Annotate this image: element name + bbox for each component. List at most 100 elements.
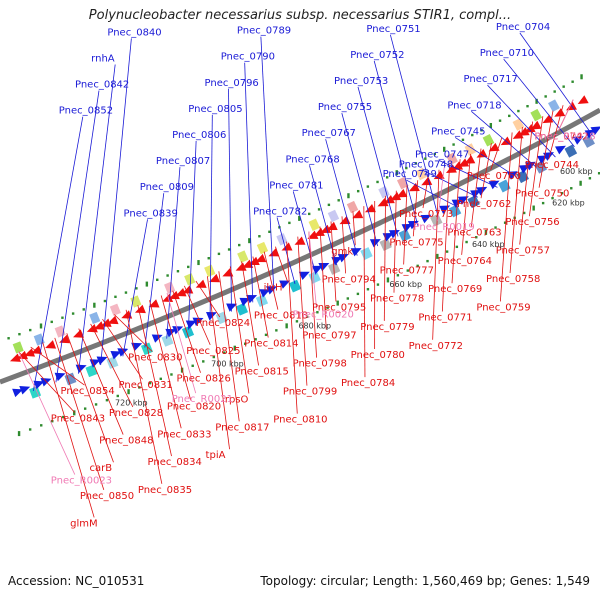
- forward-gene: [337, 254, 349, 263]
- reverse-gene-block: [346, 200, 359, 214]
- forward-gene: [279, 280, 291, 289]
- outer-tick: [465, 240, 468, 244]
- forward-gene-block: [161, 334, 174, 347]
- outer-tick: [170, 373, 173, 376]
- forward-gene-label: Pnec_0842: [75, 80, 129, 91]
- reverse-gene-label: tpiA: [206, 450, 226, 461]
- leader-line: [437, 167, 445, 222]
- inner-tick: [248, 238, 251, 244]
- reverse-gene: [476, 149, 488, 158]
- reverse-gene-label: Pnec_0820: [167, 401, 221, 412]
- reverse-gene-label: Pnec_0797: [302, 331, 356, 342]
- reverse-gene-block: [308, 218, 320, 231]
- forward-gene: [12, 388, 24, 398]
- forward-gene-label: Pnec_0781: [269, 180, 323, 191]
- outer-tick: [116, 394, 119, 398]
- outer-tick: [532, 205, 535, 211]
- leader-line: [390, 34, 439, 218]
- inner-tick: [526, 104, 529, 108]
- reverse-gene-block: [89, 311, 101, 325]
- reverse-gene-block: [512, 118, 525, 131]
- forward-gene-label: Pnec_0748: [399, 159, 453, 170]
- kbp-label: 620 kbp: [552, 199, 585, 208]
- leader-line: [441, 164, 450, 312]
- outer-tick: [51, 419, 54, 423]
- leader-line: [363, 206, 366, 378]
- outer-tick: [127, 389, 130, 395]
- leader-line: [172, 290, 201, 373]
- reverse-gene: [100, 318, 112, 327]
- inner-tick: [414, 162, 418, 165]
- reverse-gene: [518, 127, 530, 136]
- forward-gene-block: [534, 160, 548, 174]
- reverse-gene: [488, 142, 500, 152]
- reverse-gene-block: [530, 108, 543, 122]
- outer-tick: [28, 428, 32, 431]
- outer-tick: [285, 323, 288, 329]
- leader-line: [503, 58, 575, 148]
- outer-tick: [244, 342, 247, 345]
- reverse-gene-label: Pnec_0795: [312, 302, 366, 313]
- inner-tick: [553, 90, 556, 93]
- rna-gene-label: Pnec_R0021: [172, 394, 233, 405]
- leader-line: [55, 90, 100, 383]
- inner-tick: [356, 189, 360, 193]
- outer-tick: [73, 410, 76, 416]
- forward-gene: [19, 386, 31, 395]
- forward-gene: [476, 186, 488, 196]
- forward-gene-block: [140, 342, 154, 356]
- forward-gene-label: Pnec_0753: [334, 76, 388, 87]
- outer-tick: [254, 338, 257, 341]
- reverse-gene-label: Pnec_0814: [244, 339, 298, 350]
- kbp-label: 600 kbp: [560, 167, 593, 176]
- forward-gene-label: Pnec_0704: [496, 22, 550, 33]
- forward-gene: [488, 180, 500, 190]
- reverse-gene-label: Pnec_0744: [525, 160, 579, 171]
- inner-tick: [337, 199, 340, 202]
- outer-tick: [212, 355, 216, 359]
- outer-tick: [494, 226, 497, 229]
- forward-gene-label: Pnec_0807: [156, 156, 210, 167]
- forward-gene-label: Pnec_0752: [350, 50, 404, 61]
- forward-gene-label: Pnec_0751: [366, 24, 420, 35]
- reverse-gene-label: Pnec_0742: [534, 132, 588, 143]
- forward-gene-block: [85, 364, 98, 378]
- forward-gene-block: [235, 302, 249, 316]
- leader-line: [149, 300, 182, 429]
- forward-gene-block: [448, 204, 462, 218]
- leader-line: [325, 139, 358, 256]
- kbp-label: 660 kbp: [389, 280, 422, 289]
- gene-labels: Pnec_0704 Pnec_0710 Pnec_0717 Pnec_0718 Pnec…: [51, 22, 596, 529]
- reverse-gene-block: [378, 185, 390, 199]
- reverse-gene-label: Pnec_0758: [486, 274, 540, 285]
- reverse-gene: [326, 221, 338, 231]
- inner-tick: [135, 287, 138, 290]
- forward-gene: [457, 196, 469, 205]
- reverse-gene-label: rpsO: [225, 394, 249, 405]
- leader-line: [403, 185, 408, 265]
- inner-tick: [217, 252, 221, 256]
- reverse-gene: [31, 345, 43, 354]
- forward-gene-label: Pnec_0718: [447, 100, 501, 111]
- forward-gene: [369, 239, 381, 248]
- kbp-label: 720 kbp: [115, 398, 148, 407]
- outer-tick: [326, 306, 329, 309]
- inner-tick: [517, 109, 520, 113]
- reverse-gene-label: Pnec_0843: [51, 414, 105, 425]
- forward-gene: [554, 145, 566, 155]
- reverse-gene-label: Pnec_0775: [389, 237, 443, 248]
- outer-tick: [191, 364, 194, 367]
- leader-line: [218, 271, 240, 422]
- forward-gene-label: Pnec_0809: [140, 182, 194, 193]
- forward-gene: [298, 271, 310, 280]
- leader-line: [308, 231, 317, 358]
- reverse-gene: [24, 348, 36, 357]
- reverse-gene-label: Pnec_0826: [177, 374, 231, 385]
- inner-tick: [443, 146, 446, 152]
- reverse-gene: [235, 262, 247, 271]
- genome-info-text: Topology: circular; Length: 1,560,469 bp…: [260, 574, 590, 588]
- inner-tick: [29, 328, 32, 332]
- outer-tick: [40, 424, 43, 427]
- outer-tick: [83, 407, 87, 410]
- reverse-gene-label: Pnec_0815: [235, 366, 289, 377]
